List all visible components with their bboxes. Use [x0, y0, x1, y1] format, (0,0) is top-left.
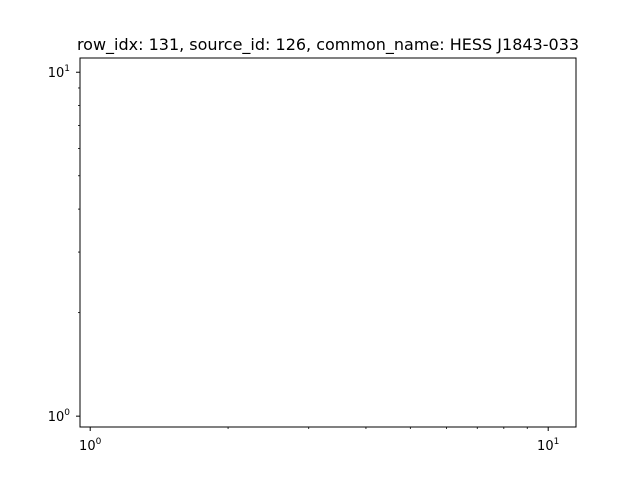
x-tick-label: 100	[79, 437, 102, 454]
plot-area	[79, 57, 577, 428]
x-axis: 100 101	[79, 427, 559, 454]
chart-title: row_idx: 131, source_id: 126, common_nam…	[77, 35, 579, 55]
y-tick-label: 100	[48, 408, 71, 425]
y-tick-label: 101	[48, 64, 70, 81]
x-tick-label: 101	[537, 437, 559, 454]
y-axis: 100 101	[48, 64, 80, 425]
